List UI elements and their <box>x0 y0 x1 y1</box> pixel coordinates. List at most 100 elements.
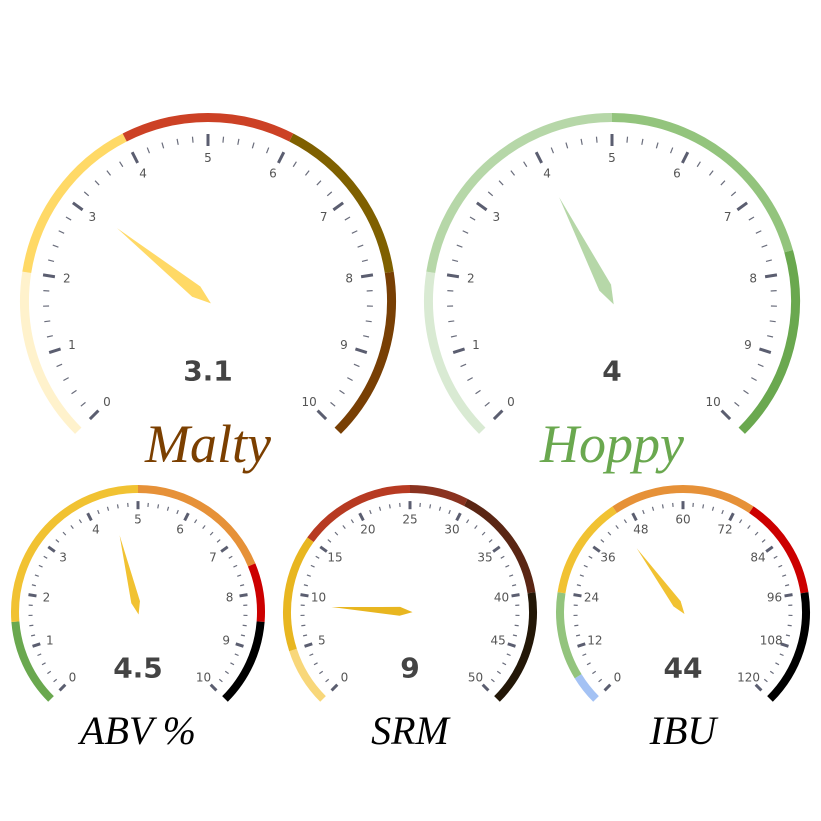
minor-tick <box>222 136 225 143</box>
minor-tick <box>586 662 591 666</box>
minor-tick <box>767 335 774 338</box>
tick-label: 10 <box>301 395 316 409</box>
minor-tick <box>462 230 469 234</box>
minor-tick <box>94 180 100 186</box>
minor-tick <box>176 138 179 145</box>
minor-tick <box>579 574 584 577</box>
minor-tick <box>448 509 451 515</box>
minor-tick <box>44 320 51 323</box>
major-tick <box>446 273 460 279</box>
major-tick <box>573 593 582 598</box>
minor-tick <box>31 584 36 587</box>
minor-tick <box>233 564 238 568</box>
minor-tick <box>53 678 58 683</box>
minor-tick <box>582 653 587 657</box>
minor-tick <box>119 161 124 168</box>
gauge-title: SRM <box>371 708 451 753</box>
minor-tick <box>29 624 34 627</box>
minor-tick <box>38 564 43 568</box>
minor-tick <box>456 244 463 248</box>
tick-label: 0 <box>103 395 111 409</box>
minor-tick <box>34 574 39 577</box>
gauge-band <box>767 592 810 702</box>
minor-tick <box>574 624 579 627</box>
gauge-title: Hoppy <box>539 414 684 474</box>
tick-label: 9 <box>340 338 348 352</box>
gauge-band <box>334 271 396 434</box>
tick-label: 8 <box>226 591 234 605</box>
major-tick <box>452 347 466 355</box>
gauge-band <box>20 271 82 434</box>
minor-tick <box>481 531 486 536</box>
tick-label: 6 <box>673 167 681 181</box>
gauge-hoppy: 0 1 2 3 4 5 6 7 8 9 10 4 Hoppy <box>424 113 800 474</box>
minor-tick <box>757 363 764 368</box>
tick-label: 120 <box>737 671 760 685</box>
major-tick <box>72 201 84 212</box>
minor-tick <box>166 506 170 511</box>
minor-tick <box>452 259 459 263</box>
minor-tick <box>669 147 674 154</box>
minor-tick <box>41 662 46 666</box>
tick-label: 1 <box>68 338 76 352</box>
minor-tick <box>218 678 223 683</box>
tick-label: 48 <box>633 522 648 536</box>
minor-tick <box>146 147 151 154</box>
major-tick <box>720 409 732 421</box>
tick-label: 40 <box>494 591 509 605</box>
minor-tick <box>661 504 664 509</box>
minor-tick <box>265 147 270 154</box>
minor-tick <box>500 555 505 559</box>
tick-label: 7 <box>209 551 217 565</box>
minor-tick <box>469 216 476 221</box>
major-tick <box>42 273 56 279</box>
minor-tick <box>775 662 780 666</box>
minor-tick <box>327 539 332 543</box>
minor-tick <box>467 377 473 382</box>
major-tick <box>300 593 309 598</box>
minor-tick <box>334 531 339 536</box>
tick-label: 6 <box>269 167 277 181</box>
gauge-needle <box>559 197 614 305</box>
minor-tick <box>730 191 737 197</box>
minor-tick <box>765 259 772 263</box>
minor-tick <box>191 136 194 143</box>
minor-tick <box>106 506 110 511</box>
major-tick <box>220 545 229 553</box>
minor-tick <box>623 519 627 524</box>
tick-label: 0 <box>341 671 349 685</box>
major-tick <box>209 683 218 692</box>
minor-tick <box>782 574 787 577</box>
tick-label: 60 <box>675 512 690 526</box>
minor-tick <box>592 670 597 675</box>
minor-tick <box>63 377 69 382</box>
tick-label: 30 <box>444 522 459 536</box>
gauge-band <box>11 485 139 622</box>
gauge-value: 3.1 <box>183 355 233 388</box>
minor-tick <box>487 191 494 197</box>
major-tick <box>48 347 62 355</box>
major-tick <box>577 642 586 648</box>
minor-tick <box>769 670 774 675</box>
minor-tick <box>48 259 55 263</box>
minor-tick <box>773 555 778 559</box>
major-tick <box>492 409 504 421</box>
tick-label: 15 <box>327 551 342 565</box>
minor-tick <box>302 634 308 637</box>
major-tick <box>603 683 612 692</box>
minor-tick <box>292 161 297 168</box>
tick-label: 5 <box>608 151 616 165</box>
minor-tick <box>743 389 749 395</box>
minor-tick <box>351 230 358 234</box>
major-tick <box>360 273 374 279</box>
major-tick <box>319 545 328 553</box>
minor-tick <box>702 504 705 509</box>
tick-label: 25 <box>402 512 417 526</box>
minor-tick <box>58 230 65 234</box>
major-tick <box>277 151 286 164</box>
gauge-band <box>738 249 800 434</box>
tick-label: 8 <box>345 272 353 286</box>
gauge-band <box>557 506 617 594</box>
minor-tick <box>721 509 724 515</box>
gauge-value: 4 <box>602 355 621 388</box>
